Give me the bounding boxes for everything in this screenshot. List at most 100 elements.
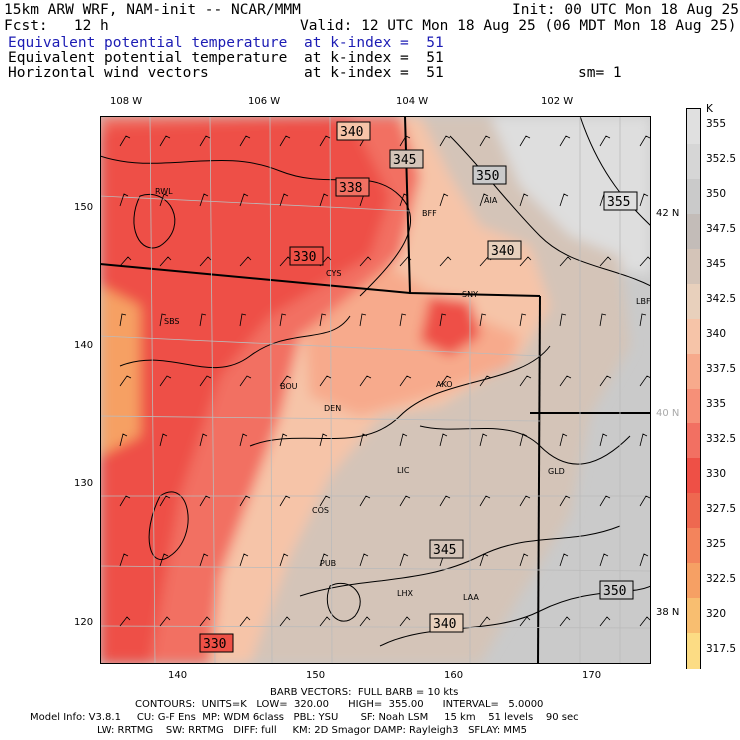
station-label: AIA xyxy=(484,196,498,205)
station-label: CYS xyxy=(326,269,341,278)
colorbar-segment xyxy=(687,213,700,250)
barb-note: BARB VECTORS: FULL BARB = 10 kts xyxy=(270,687,459,698)
theta-e-map: RWL BFF AIA CYS SNY SBS BOU AKO DEN LIC … xyxy=(100,116,651,664)
grid-label-x150: 150 xyxy=(306,670,326,681)
contour-note: CONTOURS: UNITS=K LOW= 320.00 HIGH= 355.… xyxy=(135,699,544,710)
grid-label-x160: 160 xyxy=(444,670,464,681)
colorbar-segment xyxy=(687,178,700,215)
colorbar-label: 352.5 xyxy=(706,153,737,166)
state-border-co-ks xyxy=(537,295,541,664)
contour-line xyxy=(299,525,621,597)
colorbar-segment xyxy=(687,598,700,634)
colorbar-segment xyxy=(687,109,700,145)
state-border-ne-panhandle xyxy=(404,116,541,297)
field-fill-330-b xyxy=(420,296,480,356)
valid-time: Valid: 12 UTC Mon 18 Aug 25 (06 MDT Mon … xyxy=(300,18,737,34)
station-label: COS xyxy=(312,506,329,515)
field-name-2: Equivalent potential temperature xyxy=(8,50,288,66)
model-info: Model Info: V3.8.1 CU: G-F Ens MP: WDM 6… xyxy=(30,712,579,723)
station-label: LBF xyxy=(636,297,651,306)
lat-label-38n: 38 N xyxy=(656,607,680,618)
grid-label-y140: 140 xyxy=(74,340,94,351)
colorbar-segment xyxy=(687,493,700,529)
field-fill-337 xyxy=(300,266,520,416)
field-name-3: Horizontal wind vectors xyxy=(8,65,209,81)
contour-line xyxy=(579,116,651,227)
contour-value-label: 340 xyxy=(491,244,514,259)
grid-label-x140: 140 xyxy=(168,670,188,681)
grid-label-y120: 120 xyxy=(74,617,94,628)
contour-line xyxy=(119,315,351,369)
contour-value-label: 345 xyxy=(433,543,456,558)
colorbar-label: 322.5 xyxy=(706,572,737,585)
colorbar-label: 340 xyxy=(706,328,727,341)
colorbar-label: 317.5 xyxy=(706,642,737,655)
grid-label-x170: 170 xyxy=(582,670,602,681)
lon-label-102w: 102 W xyxy=(541,96,574,107)
forecast-hour: Fcst: 12 h xyxy=(4,18,109,34)
colorbar-label: 355 xyxy=(706,118,727,131)
contour-value-label: 345 xyxy=(393,153,416,168)
colorbar-segment xyxy=(687,563,700,599)
grid-label-y130: 130 xyxy=(74,478,94,489)
field-name-1: Equivalent potential temperature xyxy=(8,35,288,51)
station-label: SBS xyxy=(164,317,180,326)
map-frame xyxy=(100,116,651,664)
contour-line xyxy=(326,582,361,622)
station-label: BOU xyxy=(280,382,298,391)
station-label: GLD xyxy=(548,467,565,476)
station-label: PUB xyxy=(320,559,336,568)
field-level-3: at k-index = 51 xyxy=(304,65,444,81)
lat-label-42n: 42 N xyxy=(656,208,680,219)
contour-line xyxy=(249,345,551,447)
model-title: 15km ARW WRF, NAM-init -- NCAR/MMM xyxy=(4,2,301,18)
field-level-1: at k-index = 51 xyxy=(304,35,444,51)
colorbar-label: 337.5 xyxy=(706,363,737,376)
lon-label-108w: 108 W xyxy=(110,96,143,107)
colorbar-segment xyxy=(687,318,700,355)
colorbar-label: 350 xyxy=(706,188,727,201)
station-label: SNY xyxy=(462,290,478,299)
colorbar-label: 330 xyxy=(706,467,727,480)
field-level-2: at k-index = 51 xyxy=(304,50,444,66)
colorbar xyxy=(686,108,701,669)
station-label: BFF xyxy=(422,209,437,218)
station-label: RWL xyxy=(155,187,173,196)
lat-label-40n: 40 N xyxy=(656,408,680,419)
station-label: LAA xyxy=(463,593,479,602)
station-label: LIC xyxy=(397,466,410,475)
colorbar-segment xyxy=(687,143,700,180)
colorbar-label: 332.5 xyxy=(706,432,737,445)
colorbar-segment xyxy=(687,633,700,669)
field-fill-322 xyxy=(100,286,140,456)
colorbar-label: 335 xyxy=(706,397,727,410)
colorbar-label: 342.5 xyxy=(706,293,737,306)
contour-value-label: 330 xyxy=(293,250,316,265)
station-label: AKO xyxy=(436,380,453,389)
colorbar-segment xyxy=(687,458,700,494)
colorbar-label: 327.5 xyxy=(706,502,737,515)
contour-value-label: 355 xyxy=(607,195,630,210)
lon-label-104w: 104 W xyxy=(396,96,429,107)
colorbar-segment xyxy=(687,353,700,389)
contour-value-label: 350 xyxy=(603,584,626,599)
colorbar-segment xyxy=(687,528,700,564)
county-lines xyxy=(100,195,651,629)
station-label: LHX xyxy=(397,589,413,598)
station-label: DEN xyxy=(324,404,341,413)
colorbar-label: 320 xyxy=(706,607,727,620)
colorbar-label: 325 xyxy=(706,537,727,550)
model-physics: LW: RRTMG SW: RRTMG DIFF: full KM: 2D Sm… xyxy=(97,725,527,736)
contour-value-label: 330 xyxy=(203,637,226,652)
contour-value-label: 350 xyxy=(476,169,499,184)
grid-label-y150: 150 xyxy=(74,202,94,213)
colorbar-segment xyxy=(687,248,700,285)
colorbar-segment xyxy=(687,423,700,459)
lon-label-106w: 106 W xyxy=(248,96,281,107)
init-time: Init: 00 UTC Mon 18 Aug 25 xyxy=(512,2,739,18)
colorbar-unit: K xyxy=(706,103,713,115)
smoothing-note: sm= 1 xyxy=(578,65,622,81)
colorbar-segment xyxy=(687,283,700,320)
county-lines xyxy=(149,116,621,664)
contour-value-label: 340 xyxy=(433,617,456,632)
